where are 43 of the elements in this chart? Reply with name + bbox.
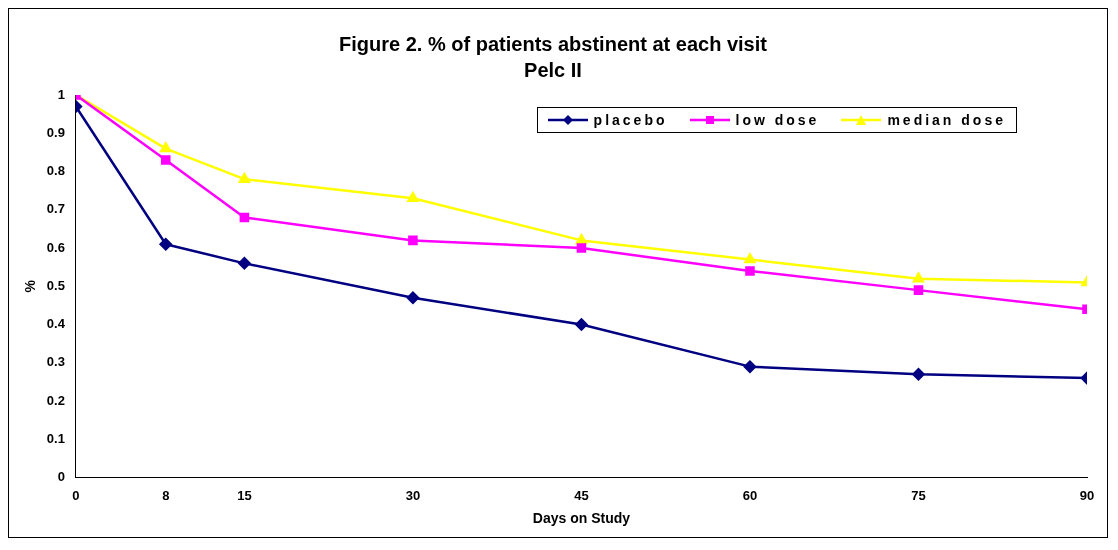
point — [238, 257, 251, 270]
y-tick-label: 0.9 — [46, 124, 65, 140]
point — [913, 285, 924, 295]
chart-title: Figure 2. % of patients abstinent at each visit — [339, 32, 768, 55]
point — [238, 172, 250, 183]
point — [408, 235, 418, 246]
y-tick-label: 0.3 — [46, 354, 65, 370]
y-tick-label: 0.6 — [46, 239, 65, 255]
point — [743, 360, 757, 373]
y-axis-title: % — [22, 279, 39, 293]
point — [912, 272, 925, 283]
legend-label: low dose — [735, 112, 820, 128]
y-tick-label: 1 — [57, 86, 65, 102]
point — [576, 243, 587, 253]
x-tick-label: 30 — [405, 487, 421, 503]
x-tick-label: 45 — [574, 487, 589, 503]
point — [159, 237, 172, 251]
y-tick-label: 0.4 — [46, 316, 66, 332]
point — [160, 142, 172, 153]
point — [575, 318, 588, 331]
point — [745, 266, 755, 276]
x-tick-label: 60 — [742, 487, 758, 503]
point — [575, 234, 588, 245]
chart-subtitle: Pelc II — [524, 58, 582, 81]
x-tick-label: 90 — [1079, 487, 1095, 503]
x-tick-label: 15 — [237, 487, 252, 503]
point — [744, 253, 756, 264]
y-tick-label: 0.8 — [46, 163, 65, 179]
x-tick-label: 75 — [911, 487, 926, 503]
point — [160, 155, 171, 165]
y-tick-label: 0.5 — [46, 277, 65, 293]
y-tick-label: 0.2 — [46, 392, 65, 408]
x-tick-label: 8 — [162, 487, 170, 503]
point — [912, 368, 925, 381]
point — [406, 291, 420, 305]
y-tick-label: 0.7 — [46, 201, 65, 217]
x-axis-title: Days on Study — [532, 510, 631, 527]
y-tick-label: 0 — [57, 469, 65, 485]
y-tick-label: 0.1 — [46, 430, 65, 446]
legend-label: placebo — [593, 112, 668, 128]
legend-label: median dose — [887, 112, 1006, 128]
point — [239, 212, 250, 223]
x-tick-label: 0 — [72, 487, 80, 503]
